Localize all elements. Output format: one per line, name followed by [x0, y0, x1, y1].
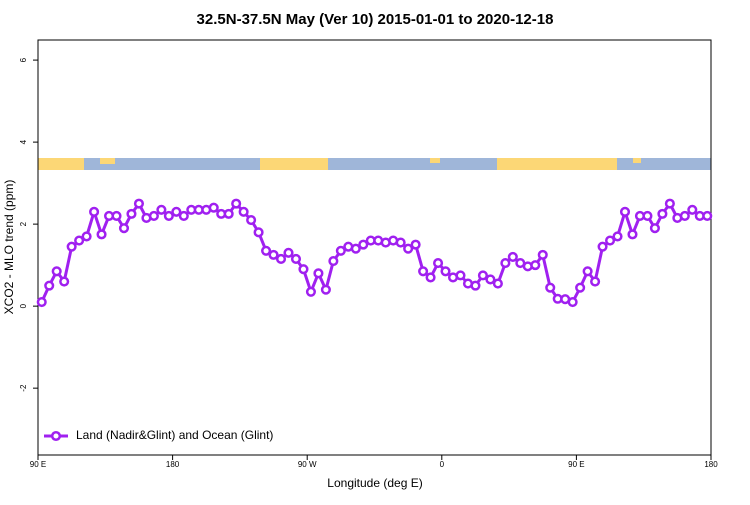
data-point — [246, 214, 257, 226]
data-point — [261, 245, 272, 256]
data-point — [702, 210, 713, 221]
x-tick-label: 0 — [440, 460, 445, 469]
data-point — [313, 268, 324, 279]
data-point — [507, 251, 518, 262]
data-point — [231, 198, 242, 209]
x-tick-label: 180 — [704, 460, 718, 469]
x-axis-label: Longitude (deg E) — [327, 476, 422, 490]
data-point — [470, 280, 481, 291]
data-point — [171, 206, 182, 217]
data-point — [597, 241, 608, 252]
data-point — [425, 272, 436, 283]
data-point — [96, 229, 107, 240]
data-point — [619, 206, 631, 217]
data-point — [395, 237, 406, 248]
data-point — [649, 223, 660, 234]
data-point — [298, 264, 309, 275]
data-point — [156, 204, 167, 215]
data-point — [605, 235, 616, 246]
data-point — [290, 253, 302, 265]
data-point — [627, 229, 638, 240]
data-point — [253, 227, 264, 238]
data-point — [582, 266, 593, 277]
data-point — [403, 243, 414, 254]
data-point — [44, 280, 55, 291]
land-band — [633, 158, 641, 163]
x-tick-label: 180 — [166, 460, 180, 469]
data-point — [320, 284, 331, 295]
data-point — [163, 210, 174, 221]
data-point — [118, 223, 130, 234]
data-point — [500, 258, 511, 269]
data-point — [36, 296, 47, 308]
data-point — [664, 198, 675, 209]
data-point — [433, 258, 444, 269]
surface-strip — [38, 158, 711, 170]
data-point — [268, 249, 279, 260]
data-point — [418, 266, 429, 277]
data-point — [66, 241, 77, 252]
chart-title: 32.5N-37.5N May (Ver 10) 2015-01-01 to 2… — [197, 11, 554, 28]
data-point — [612, 231, 623, 242]
data-point — [485, 274, 496, 285]
land-band — [100, 158, 115, 164]
data-point — [679, 210, 690, 221]
data-point — [111, 210, 122, 221]
land-band — [38, 158, 84, 170]
data-point — [51, 266, 62, 277]
plot-frame — [37, 39, 712, 456]
data-point — [410, 239, 421, 250]
legend-marker — [50, 430, 62, 442]
data-point — [657, 208, 668, 219]
data-point — [350, 243, 361, 254]
x-tick-label: 90 E — [568, 460, 584, 469]
data-point — [305, 286, 316, 297]
y-tick-label: 0 — [19, 303, 28, 308]
data-point — [238, 206, 249, 217]
data-point — [687, 204, 698, 215]
land-band — [430, 158, 440, 163]
data-point — [178, 210, 189, 221]
data-point — [477, 270, 488, 281]
data-point — [358, 239, 369, 250]
y-tick-label: 4 — [19, 139, 28, 144]
data-point — [335, 245, 346, 256]
data-point — [567, 296, 578, 308]
data-point — [208, 202, 219, 213]
data-point — [126, 208, 137, 219]
data-point — [81, 231, 92, 242]
y-axis-label: XCO2 - MLO trend (ppm) — [2, 180, 16, 315]
y-tick-label: 6 — [19, 57, 28, 62]
data-point — [455, 270, 466, 281]
data-point — [148, 210, 159, 221]
data-point — [74, 235, 85, 246]
data-point — [642, 210, 653, 221]
data-point — [575, 282, 586, 293]
data-point — [328, 255, 339, 267]
x-tick-label: 90 E — [30, 460, 46, 469]
land-band — [260, 158, 328, 170]
y-tick-label: 2 — [19, 221, 28, 226]
data-point — [133, 198, 144, 209]
x-tick-label: 90 W — [298, 460, 317, 469]
data-point — [283, 247, 294, 258]
data-point — [537, 249, 548, 260]
data-point — [59, 276, 70, 287]
data-point — [530, 260, 541, 271]
data-point — [545, 282, 556, 293]
land-band — [497, 158, 617, 170]
legend-label: Land (Nadir&Glint) and Ocean (Glint) — [76, 428, 273, 442]
y-tick-label: -2 — [19, 384, 28, 392]
data-point — [275, 253, 287, 265]
data-point — [590, 276, 601, 287]
data-point — [492, 278, 503, 289]
data-point — [440, 266, 451, 277]
data-point — [89, 206, 100, 217]
data-point — [223, 208, 234, 219]
